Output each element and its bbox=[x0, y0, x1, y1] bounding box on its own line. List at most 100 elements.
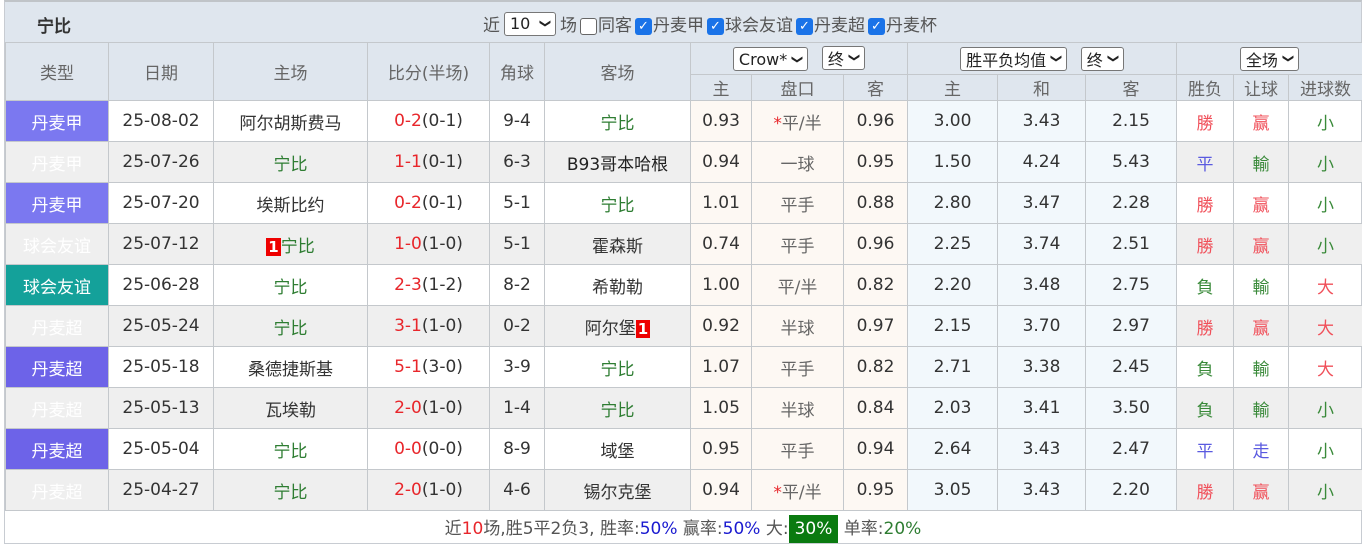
score[interactable]: 2-3(1-2) bbox=[368, 265, 490, 306]
eu-away-odds: 2.47 bbox=[1086, 429, 1177, 470]
score[interactable]: 2-0(1-0) bbox=[368, 388, 490, 429]
home-team[interactable]: 宁比 bbox=[214, 306, 368, 347]
eu-draw-odds: 4.24 bbox=[998, 142, 1086, 183]
result-handicap: 走 bbox=[1234, 429, 1289, 470]
scope-select[interactable]: 全场❯ bbox=[1240, 47, 1299, 71]
home-team[interactable]: 宁比 bbox=[214, 470, 368, 511]
score[interactable]: 0-2(0-1) bbox=[368, 101, 490, 142]
corners: 8-2 bbox=[490, 265, 545, 306]
table-row: 球会友谊 25-06-28 宁比 2-3(1-2) 8-2 希勒勒 1.00 平… bbox=[6, 265, 1362, 306]
match-count-select[interactable]: 10❯ bbox=[504, 12, 556, 36]
checkbox-icon[interactable]: ✓ bbox=[868, 18, 885, 35]
away-team[interactable]: B93哥本哈根 bbox=[545, 142, 691, 183]
checkbox-icon[interactable] bbox=[580, 18, 597, 35]
odds-type-select[interactable]: 胜平负均值❯ bbox=[960, 47, 1067, 71]
home-team[interactable]: 阿尔胡斯费马 bbox=[214, 101, 368, 142]
away-team[interactable]: 希勒勒 bbox=[545, 265, 691, 306]
checkbox-icon[interactable]: ✓ bbox=[635, 18, 652, 35]
match-type[interactable]: 丹麦超 bbox=[6, 306, 109, 347]
eu-away-odds: 2.15 bbox=[1086, 101, 1177, 142]
checkbox-icon[interactable]: ✓ bbox=[796, 18, 813, 35]
eu-home-odds: 2.80 bbox=[908, 183, 998, 224]
over-rate: 30% bbox=[789, 515, 839, 543]
subheader-cell: 客 bbox=[1086, 75, 1177, 101]
eu-home-odds: 3.05 bbox=[908, 470, 998, 511]
handicap-rate: 50% bbox=[723, 519, 761, 539]
result-wdl: 勝 bbox=[1177, 470, 1234, 511]
company-select[interactable]: Crow*❯ bbox=[733, 47, 809, 71]
eu-draw-odds: 3.47 bbox=[998, 183, 1086, 224]
result-over-under: 大 bbox=[1289, 347, 1362, 388]
eu-stage-select[interactable]: 终❯ bbox=[1081, 47, 1124, 71]
filter-checkbox[interactable]: ✓球会友谊 bbox=[704, 11, 793, 36]
ah-line: 平手 bbox=[752, 183, 844, 224]
score[interactable]: 3-1(1-0) bbox=[368, 306, 490, 347]
result-over-under: 小 bbox=[1289, 142, 1362, 183]
eu-draw-odds: 3.43 bbox=[998, 429, 1086, 470]
filter-checkbox[interactable]: 同客 bbox=[577, 11, 632, 36]
filter-checkbox[interactable]: ✓丹麦甲 bbox=[632, 11, 704, 36]
home-team[interactable]: 瓦埃勒 bbox=[214, 388, 368, 429]
match-type[interactable]: 球会友谊 bbox=[6, 224, 109, 265]
score[interactable]: 5-1(3-0) bbox=[368, 347, 490, 388]
corners: 5-1 bbox=[490, 183, 545, 224]
match-type[interactable]: 丹麦超 bbox=[6, 470, 109, 511]
home-team[interactable]: 宁比 bbox=[214, 142, 368, 183]
ah-home-odds: 1.00 bbox=[691, 265, 752, 306]
result-over-under: 小 bbox=[1289, 429, 1362, 470]
ah-stage-select[interactable]: 终❯ bbox=[822, 46, 865, 70]
result-over-under: 大 bbox=[1289, 265, 1362, 306]
eu-home-odds: 2.64 bbox=[908, 429, 998, 470]
corners: 3-9 bbox=[490, 347, 545, 388]
eu-home-odds: 2.03 bbox=[908, 388, 998, 429]
result-wdl: 勝 bbox=[1177, 101, 1234, 142]
score[interactable]: 0-0(0-0) bbox=[368, 429, 490, 470]
score[interactable]: 1-1(0-1) bbox=[368, 142, 490, 183]
eu-away-odds: 2.20 bbox=[1086, 470, 1177, 511]
filter-checkbox[interactable]: ✓丹麦超 bbox=[793, 11, 865, 36]
ah-line: *平/半 bbox=[752, 101, 844, 142]
away-team[interactable]: 宁比 bbox=[545, 183, 691, 224]
away-team[interactable]: 域堡 bbox=[545, 429, 691, 470]
home-team[interactable]: 宁比 bbox=[214, 429, 368, 470]
match-type[interactable]: 丹麦甲 bbox=[6, 142, 109, 183]
match-type[interactable]: 丹麦超 bbox=[6, 347, 109, 388]
col-corner: 角球 bbox=[490, 43, 545, 101]
col-home: 主场 bbox=[214, 43, 368, 101]
eu-draw-odds: 3.43 bbox=[998, 470, 1086, 511]
away-team[interactable]: 霍森斯 bbox=[545, 224, 691, 265]
match-type[interactable]: 球会友谊 bbox=[6, 265, 109, 306]
score[interactable]: 2-0(1-0) bbox=[368, 470, 490, 511]
ah-line: 一球 bbox=[752, 142, 844, 183]
odd-rate: 20% bbox=[884, 519, 922, 539]
ah-away-odds: 0.95 bbox=[844, 142, 908, 183]
match-type[interactable]: 丹麦超 bbox=[6, 429, 109, 470]
home-team[interactable]: 桑德捷斯基 bbox=[214, 347, 368, 388]
away-team[interactable]: 宁比 bbox=[545, 101, 691, 142]
checkbox-icon[interactable]: ✓ bbox=[707, 18, 724, 35]
match-date: 25-07-26 bbox=[109, 142, 214, 183]
home-team[interactable]: 埃斯比约 bbox=[214, 183, 368, 224]
eu-draw-odds: 3.43 bbox=[998, 101, 1086, 142]
filter-checkbox[interactable]: ✓丹麦杯 bbox=[865, 11, 937, 36]
away-team[interactable]: 锡尔克堡 bbox=[545, 470, 691, 511]
match-type[interactable]: 丹麦甲 bbox=[6, 101, 109, 142]
away-team[interactable]: 宁比 bbox=[545, 388, 691, 429]
away-team[interactable]: 宁比 bbox=[545, 347, 691, 388]
result-handicap: 輸 bbox=[1234, 142, 1289, 183]
result-handicap: 輸 bbox=[1234, 347, 1289, 388]
result-handicap: 赢 bbox=[1234, 224, 1289, 265]
chevron-down-icon: ❯ bbox=[1107, 54, 1120, 63]
match-type[interactable]: 丹麦甲 bbox=[6, 183, 109, 224]
score[interactable]: 1-0(1-0) bbox=[368, 224, 490, 265]
match-type[interactable]: 丹麦超 bbox=[6, 388, 109, 429]
ah-away-odds: 0.82 bbox=[844, 347, 908, 388]
score[interactable]: 0-2(0-1) bbox=[368, 183, 490, 224]
eu-draw-odds: 3.41 bbox=[998, 388, 1086, 429]
recent-label: 近 bbox=[483, 11, 500, 36]
home-team[interactable]: 宁比 bbox=[214, 265, 368, 306]
filters: 近 10❯ 场 同客✓丹麦甲✓球会友谊✓丹麦超✓丹麦杯 bbox=[483, 11, 937, 36]
